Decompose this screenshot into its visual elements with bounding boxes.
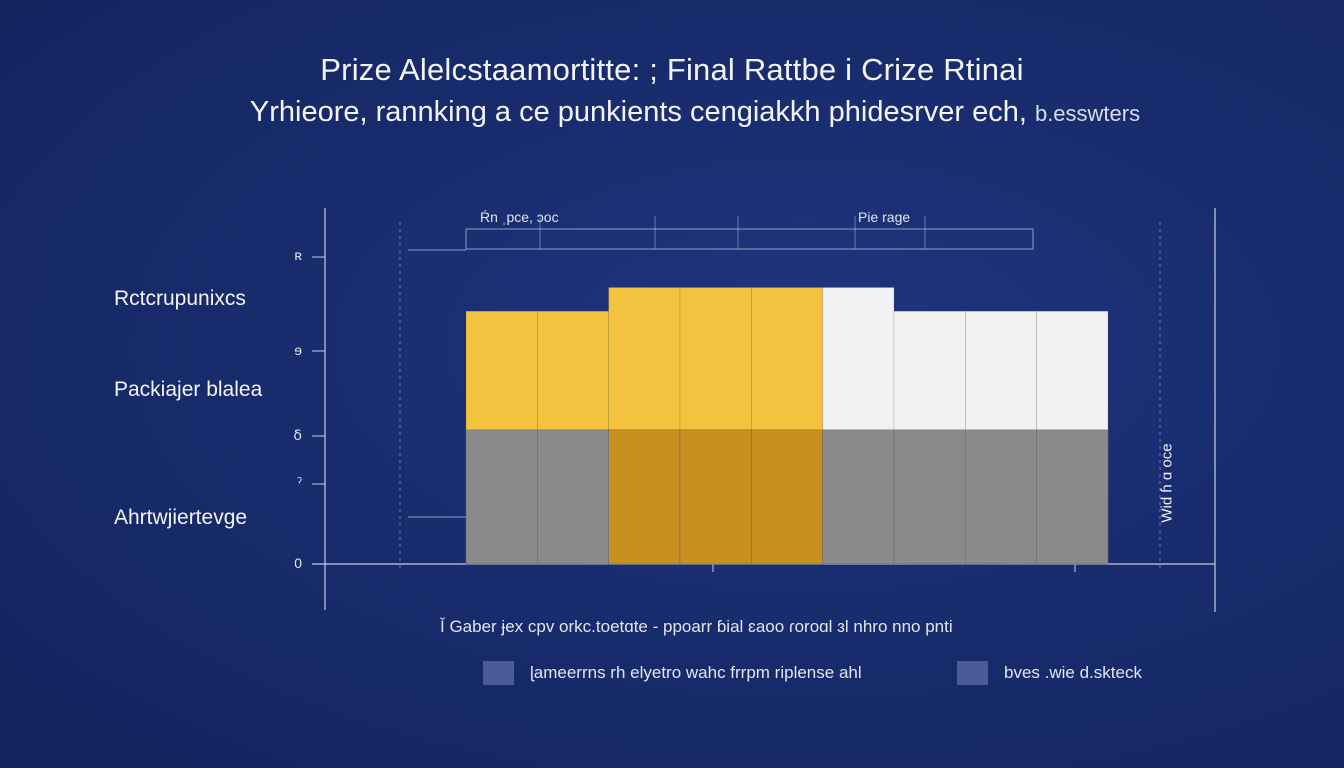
top-label-2: Pie rage — [858, 209, 911, 225]
chart-subtitle-small: b.esswters — [1034, 101, 1141, 126]
bar-segment-lower — [965, 429, 1037, 565]
bar-segment-lower — [751, 429, 823, 565]
y-tick-label-0: 0 — [294, 555, 302, 571]
side-axis-label: Wid ɦ ɑ oce — [1158, 443, 1176, 523]
top-label-1: Ŕn ˌpce, ɔoc — [480, 209, 559, 225]
bar-segment-upper — [893, 310, 966, 431]
header-box — [465, 228, 1034, 250]
bar-segment-lower — [537, 429, 609, 565]
bar-segment-lower — [608, 429, 681, 565]
row-label-3: Ahrtwjiertevge — [114, 506, 248, 529]
legend-item-1[interactable]: ɭameerrns rh elyetro wahc frrpm riplense… — [483, 661, 862, 685]
legend-swatch-1 — [483, 661, 514, 685]
bar-segment-upper — [465, 310, 538, 431]
chart-title: Prize Alelcstaamortitte: ; Final Rattbe … — [320, 52, 1024, 87]
y-tick-label-1: ˀ — [297, 474, 302, 490]
bar-segment-upper — [751, 287, 823, 430]
x-axis-label: Ǐ Gaber ɉex cpv orkc.toetɑte - ppoarr ɓi… — [440, 617, 953, 636]
bar-segment-lower — [465, 429, 538, 565]
bar-segment-lower — [822, 429, 895, 565]
chart-subtitle: Yrhieore, rannking a ce punkients cengia… — [0, 96, 1344, 129]
legend-label-1: ɭameerrns rh elyetro wahc frrpm riplense… — [530, 663, 862, 682]
row-label-1: Rctcrupunixcs — [114, 287, 246, 310]
bar-segment-upper — [1036, 310, 1109, 431]
bar-segment-upper — [608, 287, 681, 430]
y-tick-label-2: ẟ — [293, 427, 302, 443]
bar-segment-upper — [965, 310, 1037, 431]
bar-segment-lower — [893, 429, 966, 565]
y-tick-label-3: ɘ — [294, 342, 302, 358]
y-tick-label-4: ʀ — [294, 247, 302, 263]
bar-segment-upper — [822, 287, 895, 430]
legend-label-2: bves .wie d.skteck — [1004, 663, 1142, 682]
chart-subtitle-main: Yrhieore, rannking a ce punkients cengia… — [249, 96, 1027, 128]
bar-segment-lower — [679, 429, 752, 565]
legend-swatch-2 — [957, 661, 988, 685]
legend-item-2[interactable]: bves .wie d.skteck — [957, 661, 1142, 685]
bar-segment-lower — [1036, 429, 1109, 565]
bar-segment-upper — [537, 310, 609, 431]
bar-segment-upper — [679, 287, 752, 430]
row-label-2: Packiajer blalea — [114, 378, 263, 401]
